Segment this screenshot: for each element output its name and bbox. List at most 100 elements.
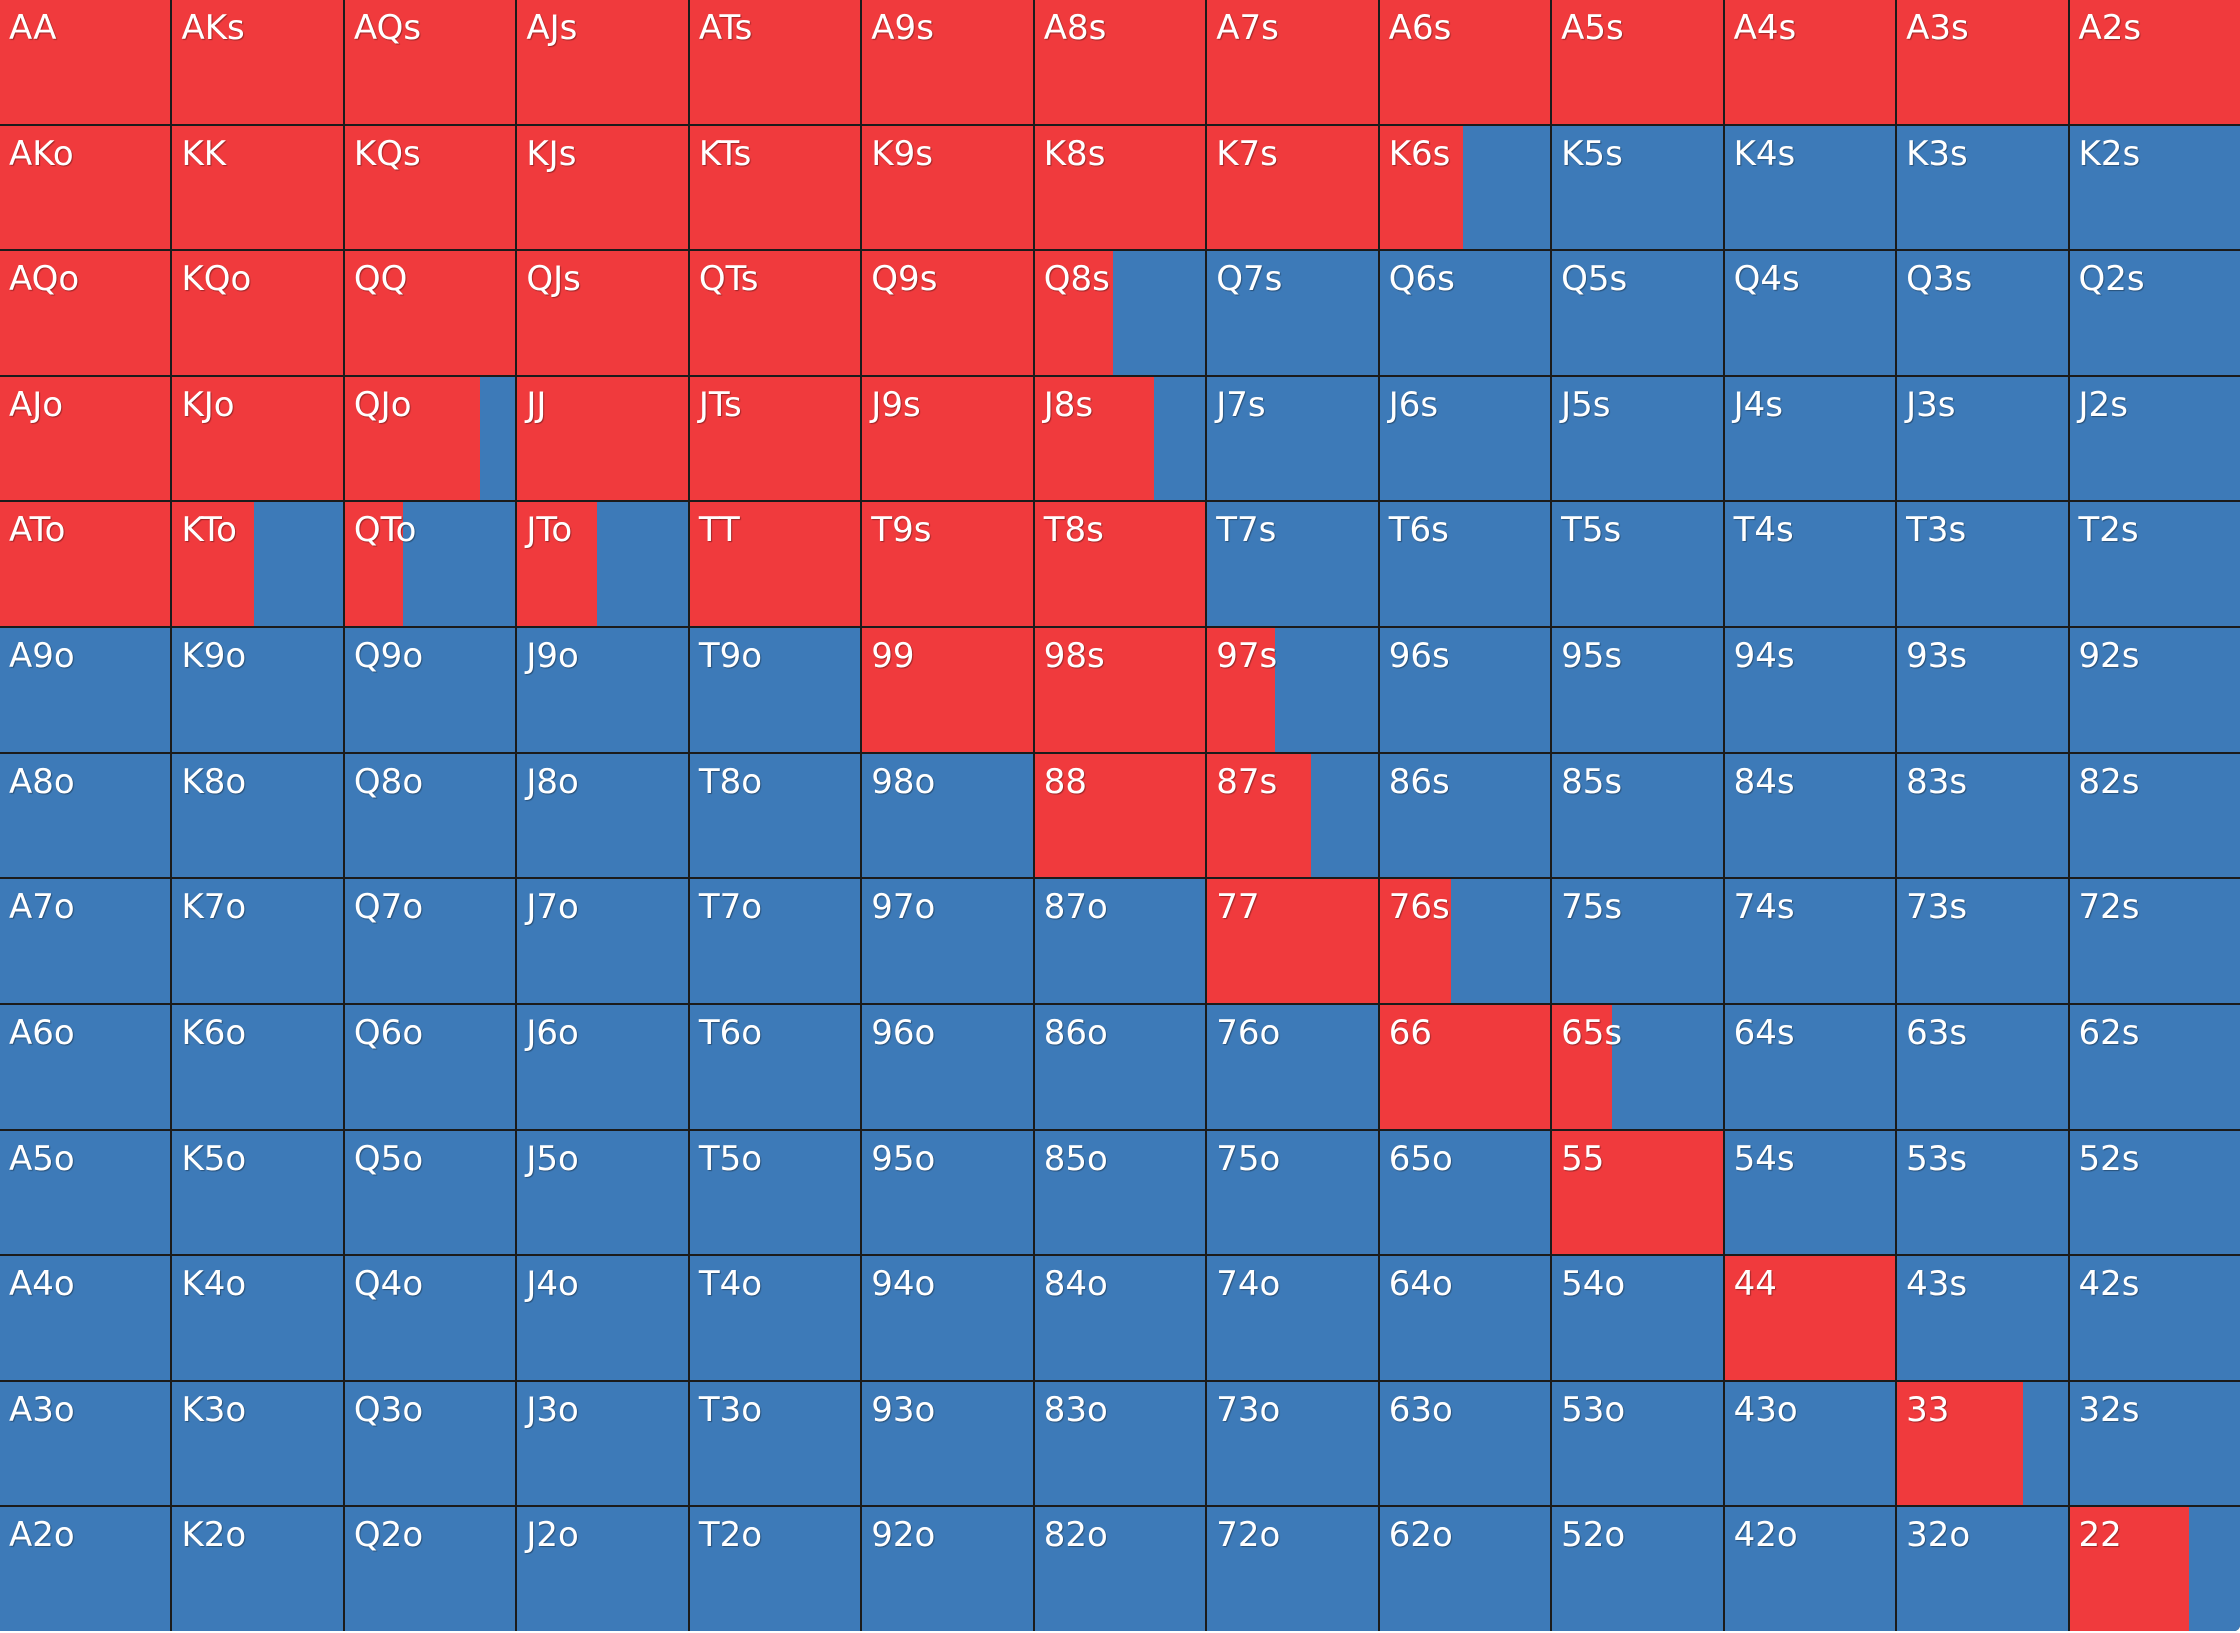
hand-cell-K3o[interactable]: K3o [172,1381,343,1506]
hand-cell-99[interactable]: 99 [862,628,1033,752]
hand-cell-Q6s[interactable]: Q6s [1379,251,1551,375]
hand-cell-86s[interactable]: 86s [1379,753,1551,878]
hand-cell-53o[interactable]: 53o [1552,1381,1723,1506]
hand-cell-T5s[interactable]: T5s [1552,502,1723,627]
hand-cell-97s[interactable]: 97s [1207,628,1378,752]
hand-cell-K5o[interactable]: K5o [172,1130,343,1255]
hand-cell-42o[interactable]: 42o [1724,1507,1896,1631]
hand-cell-Q8o[interactable]: Q8o [344,753,516,878]
hand-cell-J3s[interactable]: J3s [1897,376,2068,501]
hand-cell-J8s[interactable]: J8s [1034,376,1206,501]
hand-cell-J7o[interactable]: J7o [517,879,688,1003]
hand-cell-82s[interactable]: 82s [2069,753,2240,878]
hand-cell-32o[interactable]: 32o [1897,1507,2068,1631]
hand-cell-Q2s[interactable]: Q2s [2069,251,2240,375]
hand-cell-K8s[interactable]: K8s [1034,125,1206,250]
hand-cell-73o[interactable]: 73o [1207,1381,1378,1506]
hand-cell-52s[interactable]: 52s [2069,1130,2240,1255]
hand-cell-K4s[interactable]: K4s [1724,125,1896,250]
hand-cell-77[interactable]: 77 [1207,879,1378,1003]
hand-cell-A9s[interactable]: A9s [862,0,1033,124]
hand-cell-A5s[interactable]: A5s [1552,0,1723,124]
hand-cell-T9o[interactable]: T9o [689,628,861,752]
hand-cell-ATo[interactable]: ATo [0,502,171,627]
hand-cell-AQs[interactable]: AQs [344,0,516,124]
hand-cell-T3s[interactable]: T3s [1897,502,2068,627]
hand-cell-55[interactable]: 55 [1552,1130,1723,1255]
hand-cell-T8s[interactable]: T8s [1034,502,1206,627]
hand-cell-T7o[interactable]: T7o [689,879,861,1003]
hand-cell-A8o[interactable]: A8o [0,753,171,878]
hand-cell-64s[interactable]: 64s [1724,1004,1896,1129]
hand-cell-Q7s[interactable]: Q7s [1207,251,1378,375]
hand-cell-A6o[interactable]: A6o [0,1004,171,1129]
hand-cell-J6o[interactable]: J6o [517,1004,688,1129]
hand-cell-AJs[interactable]: AJs [517,0,688,124]
hand-cell-54s[interactable]: 54s [1724,1130,1896,1255]
hand-cell-43s[interactable]: 43s [1897,1256,2068,1380]
hand-cell-62o[interactable]: 62o [1379,1507,1551,1631]
hand-cell-T5o[interactable]: T5o [689,1130,861,1255]
hand-cell-K9o[interactable]: K9o [172,628,343,752]
hand-cell-Q5s[interactable]: Q5s [1552,251,1723,375]
hand-cell-A2o[interactable]: A2o [0,1507,171,1631]
hand-cell-Q3o[interactable]: Q3o [344,1381,516,1506]
hand-cell-74s[interactable]: 74s [1724,879,1896,1003]
hand-cell-Q9o[interactable]: Q9o [344,628,516,752]
hand-cell-62s[interactable]: 62s [2069,1004,2240,1129]
hand-cell-92o[interactable]: 92o [862,1507,1033,1631]
hand-cell-QTs[interactable]: QTs [689,251,861,375]
hand-cell-76o[interactable]: 76o [1207,1004,1378,1129]
hand-cell-97o[interactable]: 97o [862,879,1033,1003]
hand-cell-A6s[interactable]: A6s [1379,0,1551,124]
hand-cell-32s[interactable]: 32s [2069,1381,2240,1506]
hand-cell-42s[interactable]: 42s [2069,1256,2240,1380]
hand-cell-A4s[interactable]: A4s [1724,0,1896,124]
hand-cell-J4s[interactable]: J4s [1724,376,1896,501]
hand-cell-QQ[interactable]: QQ [344,251,516,375]
hand-cell-83o[interactable]: 83o [1034,1381,1206,1506]
hand-cell-K7o[interactable]: K7o [172,879,343,1003]
hand-cell-94s[interactable]: 94s [1724,628,1896,752]
hand-cell-K2s[interactable]: K2s [2069,125,2240,250]
hand-cell-84o[interactable]: 84o [1034,1256,1206,1380]
hand-cell-JJ[interactable]: JJ [517,376,688,501]
hand-cell-88[interactable]: 88 [1034,753,1206,878]
hand-cell-K4o[interactable]: K4o [172,1256,343,1380]
hand-cell-ATs[interactable]: ATs [689,0,861,124]
hand-cell-93s[interactable]: 93s [1897,628,2068,752]
hand-cell-98o[interactable]: 98o [862,753,1033,878]
hand-cell-J2s[interactable]: J2s [2069,376,2240,501]
hand-cell-TT[interactable]: TT [689,502,861,627]
hand-cell-T6s[interactable]: T6s [1379,502,1551,627]
hand-cell-72s[interactable]: 72s [2069,879,2240,1003]
hand-cell-73s[interactable]: 73s [1897,879,2068,1003]
hand-cell-22[interactable]: 22 [2069,1507,2240,1631]
hand-cell-T4o[interactable]: T4o [689,1256,861,1380]
hand-cell-K2o[interactable]: K2o [172,1507,343,1631]
hand-cell-63s[interactable]: 63s [1897,1004,2068,1129]
hand-cell-86o[interactable]: 86o [1034,1004,1206,1129]
hand-cell-65o[interactable]: 65o [1379,1130,1551,1255]
hand-cell-JTs[interactable]: JTs [689,376,861,501]
hand-cell-J9o[interactable]: J9o [517,628,688,752]
hand-cell-AA[interactable]: AA [0,0,171,124]
hand-cell-K6o[interactable]: K6o [172,1004,343,1129]
hand-cell-76s[interactable]: 76s [1379,879,1551,1003]
hand-cell-53s[interactable]: 53s [1897,1130,2068,1255]
hand-cell-AKo[interactable]: AKo [0,125,171,250]
hand-cell-A4o[interactable]: A4o [0,1256,171,1380]
hand-cell-KJo[interactable]: KJo [172,376,343,501]
hand-cell-92s[interactable]: 92s [2069,628,2240,752]
hand-cell-52o[interactable]: 52o [1552,1507,1723,1631]
hand-cell-K8o[interactable]: K8o [172,753,343,878]
hand-cell-Q4s[interactable]: Q4s [1724,251,1896,375]
hand-cell-J3o[interactable]: J3o [517,1381,688,1506]
hand-cell-KK[interactable]: KK [172,125,343,250]
hand-cell-K9s[interactable]: K9s [862,125,1033,250]
hand-cell-J9s[interactable]: J9s [862,376,1033,501]
hand-cell-Q2o[interactable]: Q2o [344,1507,516,1631]
hand-cell-T2o[interactable]: T2o [689,1507,861,1631]
hand-cell-K6s[interactable]: K6s [1379,125,1551,250]
hand-cell-T2s[interactable]: T2s [2069,502,2240,627]
